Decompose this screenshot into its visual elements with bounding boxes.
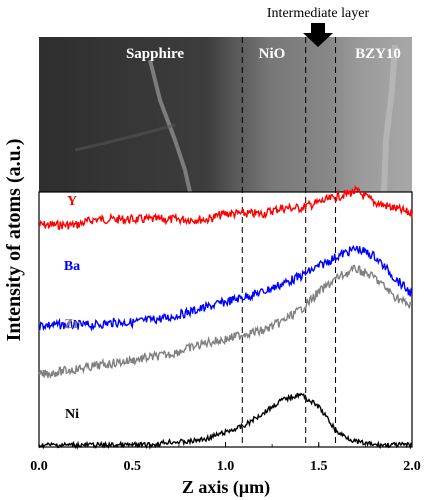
series-line-zr [38,264,413,379]
series-label-zr: Zr [64,317,80,332]
series-label-ni: Ni [65,407,79,422]
sem-bright-edge [381,44,398,193]
x-tick-label: 0.5 [124,459,142,474]
series-layer [38,184,413,451]
series-label-y: Y [67,194,77,209]
sem-background [39,37,412,192]
y-axis-label: Intensity of atoms (a.u.) [3,139,25,342]
intermediate-layer-label: Intermediate layer [267,6,370,21]
sem-crack-streak [148,59,192,193]
plot-frame [38,191,413,448]
x-axis-label: Z axis (μm) [182,477,270,498]
down-arrow-icon [303,23,333,47]
region-label-bzy10: BZY10 [355,46,401,62]
series-line-y [38,184,413,231]
region-label-nio: NiO [259,46,286,62]
sem-image: Sapphire NiO BZY10 [39,37,412,193]
region-label-sapphire: Sapphire [126,46,184,62]
x-tick-label: 0.0 [30,459,48,474]
x-tick-label: 1.5 [310,459,328,474]
series-labels: Y Ba Zr Ni [64,194,80,422]
series-line-ba [38,244,413,332]
series-label-ba: Ba [64,259,80,274]
layer-boundaries [241,37,337,447]
x-tick-label: 2.0 [403,459,421,474]
sem-surface-streak [74,123,176,152]
x-axis: 0.0 0.5 1.0 1.5 2.0 [30,442,421,474]
series-line-ni [38,392,413,451]
x-tick-label: 1.0 [217,459,235,474]
